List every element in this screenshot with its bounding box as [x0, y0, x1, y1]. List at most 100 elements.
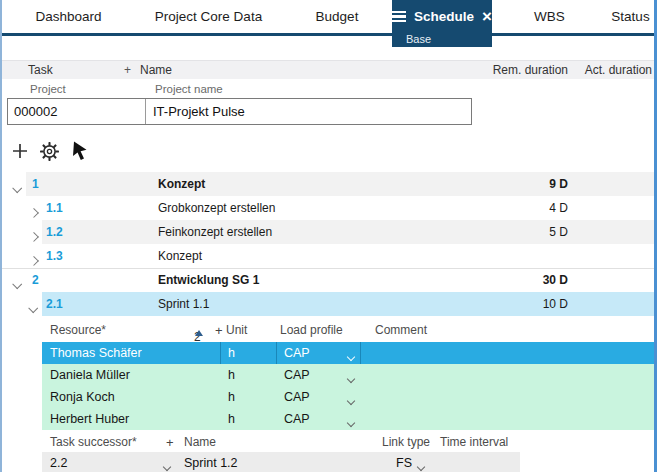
resource-load-profile[interactable]: CAP	[284, 346, 310, 360]
project-id-field[interactable]: 000002	[8, 99, 146, 124]
gear-icon[interactable]	[39, 140, 60, 162]
project-id-label: Project	[30, 83, 66, 95]
app-window: Dashboard Project Core Data Budget Sched…	[0, 0, 657, 472]
chevron-down-icon[interactable]	[164, 459, 170, 472]
column-load-profile: Load profile	[280, 323, 343, 337]
successor-row[interactable]: 2.2 Sprint 1.2 FS	[42, 452, 520, 472]
column-task-successor: Task successor*	[50, 435, 137, 449]
column-act-duration: Act. duration	[585, 63, 652, 77]
chevron-down-icon[interactable]	[348, 393, 354, 407]
chevron-down-icon[interactable]	[418, 459, 424, 472]
successor-task-number[interactable]: 2.2	[50, 456, 67, 470]
resource-unit: h	[228, 346, 235, 360]
resource-table-header: Resource* 2 + Unit Load profile Comment	[42, 316, 654, 342]
chevron-down-icon[interactable]	[348, 371, 354, 385]
task-name: Feinkonzept erstellen	[158, 225, 272, 239]
resource-name: Daniela Müller	[50, 368, 130, 382]
resource-load-profile[interactable]: CAP	[284, 390, 310, 404]
column-unit: Unit	[226, 323, 247, 337]
chevron-right-icon[interactable]	[29, 228, 41, 240]
task-list-header: Task + Name Rem. duration Act. duration	[2, 60, 654, 79]
chevron-right-icon[interactable]	[29, 252, 41, 264]
tab-schedule-label: Schedule	[414, 9, 474, 24]
hamburger-menu-icon[interactable]	[392, 11, 406, 23]
task-rem-duration: 9 D	[549, 177, 568, 191]
task-number: 2.1	[46, 297, 63, 311]
tab-project-core-data-label: Project Core Data	[155, 9, 262, 24]
resource-table: Resource* 2 + Unit Load profile Comment …	[42, 316, 654, 430]
resource-unit: h	[228, 368, 235, 382]
task-tree: 1 Konzept 9 D 1.1 Grobkonzept erstellen …	[2, 172, 654, 316]
add-successor-icon[interactable]: +	[166, 435, 174, 450]
close-tab-icon[interactable]: ×	[482, 9, 492, 25]
tab-schedule[interactable]: Schedule × Base	[392, 0, 492, 47]
tab-dashboard[interactable]: Dashboard	[2, 0, 135, 33]
task-row-2[interactable]: 2 Entwicklung SG 1 30 D	[2, 268, 654, 292]
successor-link-type[interactable]: FS	[396, 456, 412, 470]
project-row: 000002 IT-Projekt Pulse	[7, 98, 472, 125]
task-name: Konzept	[158, 249, 202, 263]
tab-budget-label: Budget	[316, 9, 359, 24]
task-name: Konzept	[158, 177, 205, 191]
resource-unit: h	[228, 412, 235, 426]
column-rem-duration: Rem. duration	[493, 63, 568, 77]
tab-status[interactable]: Status	[607, 0, 654, 33]
tab-dashboard-label: Dashboard	[35, 9, 101, 24]
chevron-down-icon[interactable]	[348, 415, 354, 429]
task-number: 1.2	[46, 225, 63, 239]
task-name: Entwicklung SG 1	[158, 273, 259, 287]
tab-project-core-data[interactable]: Project Core Data	[135, 0, 282, 33]
tab-status-label: Status	[611, 9, 649, 24]
tab-schedule-main: Schedule ×	[392, 0, 492, 33]
sort-ascending-icon	[195, 330, 203, 336]
tab-wbs-label: WBS	[534, 9, 565, 24]
task-row-1[interactable]: 1 Konzept 9 D	[2, 172, 654, 196]
tabbar-underline	[2, 33, 654, 36]
column-task: Task	[28, 63, 53, 77]
add-icon[interactable]	[9, 140, 30, 162]
add-resource-icon[interactable]: +	[215, 323, 223, 338]
resource-name: Herbert Huber	[50, 412, 129, 426]
column-time-interval: Time interval	[440, 435, 508, 449]
chevron-down-icon[interactable]	[348, 349, 354, 363]
task-rem-duration: 4 D	[549, 201, 568, 215]
task-rem-duration: 5 D	[549, 225, 568, 239]
column-name: Name	[140, 63, 172, 77]
task-row-1-1[interactable]: 1.1 Grobkonzept erstellen 4 D	[2, 196, 654, 220]
project-field-labels: Project Project name	[2, 83, 654, 97]
task-successor-header: Task successor* + Name Link type Time in…	[42, 430, 654, 452]
resource-load-profile[interactable]: CAP	[284, 412, 310, 426]
project-name-label: Project name	[155, 83, 223, 95]
task-row-2-1-selected[interactable]: 2.1 Sprint 1.1 10 D	[2, 292, 654, 316]
add-task-column-icon[interactable]: +	[124, 63, 131, 77]
chevron-right-icon[interactable]	[29, 204, 41, 216]
task-number: 1.1	[46, 201, 63, 215]
resource-row-selected[interactable]: Thomas Schäfer h CAP	[42, 342, 654, 364]
chevron-down-icon[interactable]	[13, 180, 25, 192]
successor-task-name: Sprint 1.2	[184, 456, 238, 470]
task-rem-duration: 10 D	[543, 297, 568, 311]
task-successor-table: Task successor* + Name Link type Time in…	[42, 430, 654, 472]
resource-row[interactable]: Daniela Müller h CAP	[42, 364, 654, 386]
task-toolbar	[2, 137, 90, 165]
chevron-down-icon[interactable]	[13, 276, 25, 288]
resource-load-profile[interactable]: CAP	[284, 368, 310, 382]
tabbar: Dashboard Project Core Data Budget Sched…	[2, 0, 654, 33]
tab-wbs[interactable]: WBS	[492, 0, 607, 33]
pointer-icon[interactable]	[69, 140, 90, 162]
resource-row[interactable]: Herbert Huber h CAP	[42, 408, 654, 430]
resource-row[interactable]: Ronja Koch h CAP	[42, 386, 654, 408]
task-number: 2	[32, 273, 39, 287]
project-name-field[interactable]: IT-Projekt Pulse	[146, 104, 471, 119]
column-name: Name	[184, 435, 216, 449]
resource-name: Ronja Koch	[50, 390, 115, 404]
chevron-down-icon[interactable]	[29, 300, 41, 312]
task-row-1-3[interactable]: 1.3 Konzept	[2, 244, 654, 268]
task-row-1-2[interactable]: 1.2 Feinkonzept erstellen 5 D	[2, 220, 654, 244]
tab-schedule-subtitle: Base	[406, 33, 492, 45]
column-link-type: Link type	[382, 435, 430, 449]
tab-budget[interactable]: Budget	[282, 0, 392, 33]
column-comment: Comment	[375, 323, 427, 337]
task-name: Sprint 1.1	[158, 297, 209, 311]
task-number: 1	[32, 177, 39, 191]
